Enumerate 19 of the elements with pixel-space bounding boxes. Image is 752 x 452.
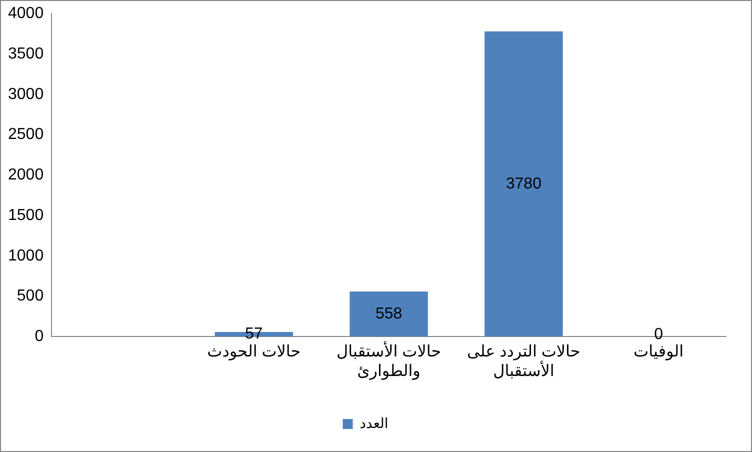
x-tick-label: حالات الحودث [207, 344, 301, 361]
y-tick-label: 3000 [8, 86, 44, 103]
data-label: 3780 [506, 175, 542, 192]
y-tick-label: 500 [16, 288, 44, 305]
bar [484, 31, 563, 337]
y-tick-label: 3500 [8, 45, 44, 62]
y-tick-label: 1000 [8, 247, 44, 264]
x-tick-label: حالات الأستقبال والطوارئ [336, 340, 442, 380]
y-tick-label: 4000 [8, 5, 44, 22]
y-tick-label: 1500 [8, 206, 44, 224]
x-tick-label: الوفيات [634, 344, 684, 361]
y-tick-label: 0 [34, 328, 44, 346]
data-label: 558 [375, 305, 402, 322]
bar [350, 292, 428, 337]
legend-label: العدد [360, 414, 388, 431]
x-tick-label: حالات التردد على الأستقبال [467, 344, 580, 380]
y-tick-label: 2500 [8, 126, 44, 144]
data-label: 0 [654, 326, 664, 344]
y-tick-label: 2000 [8, 166, 44, 184]
